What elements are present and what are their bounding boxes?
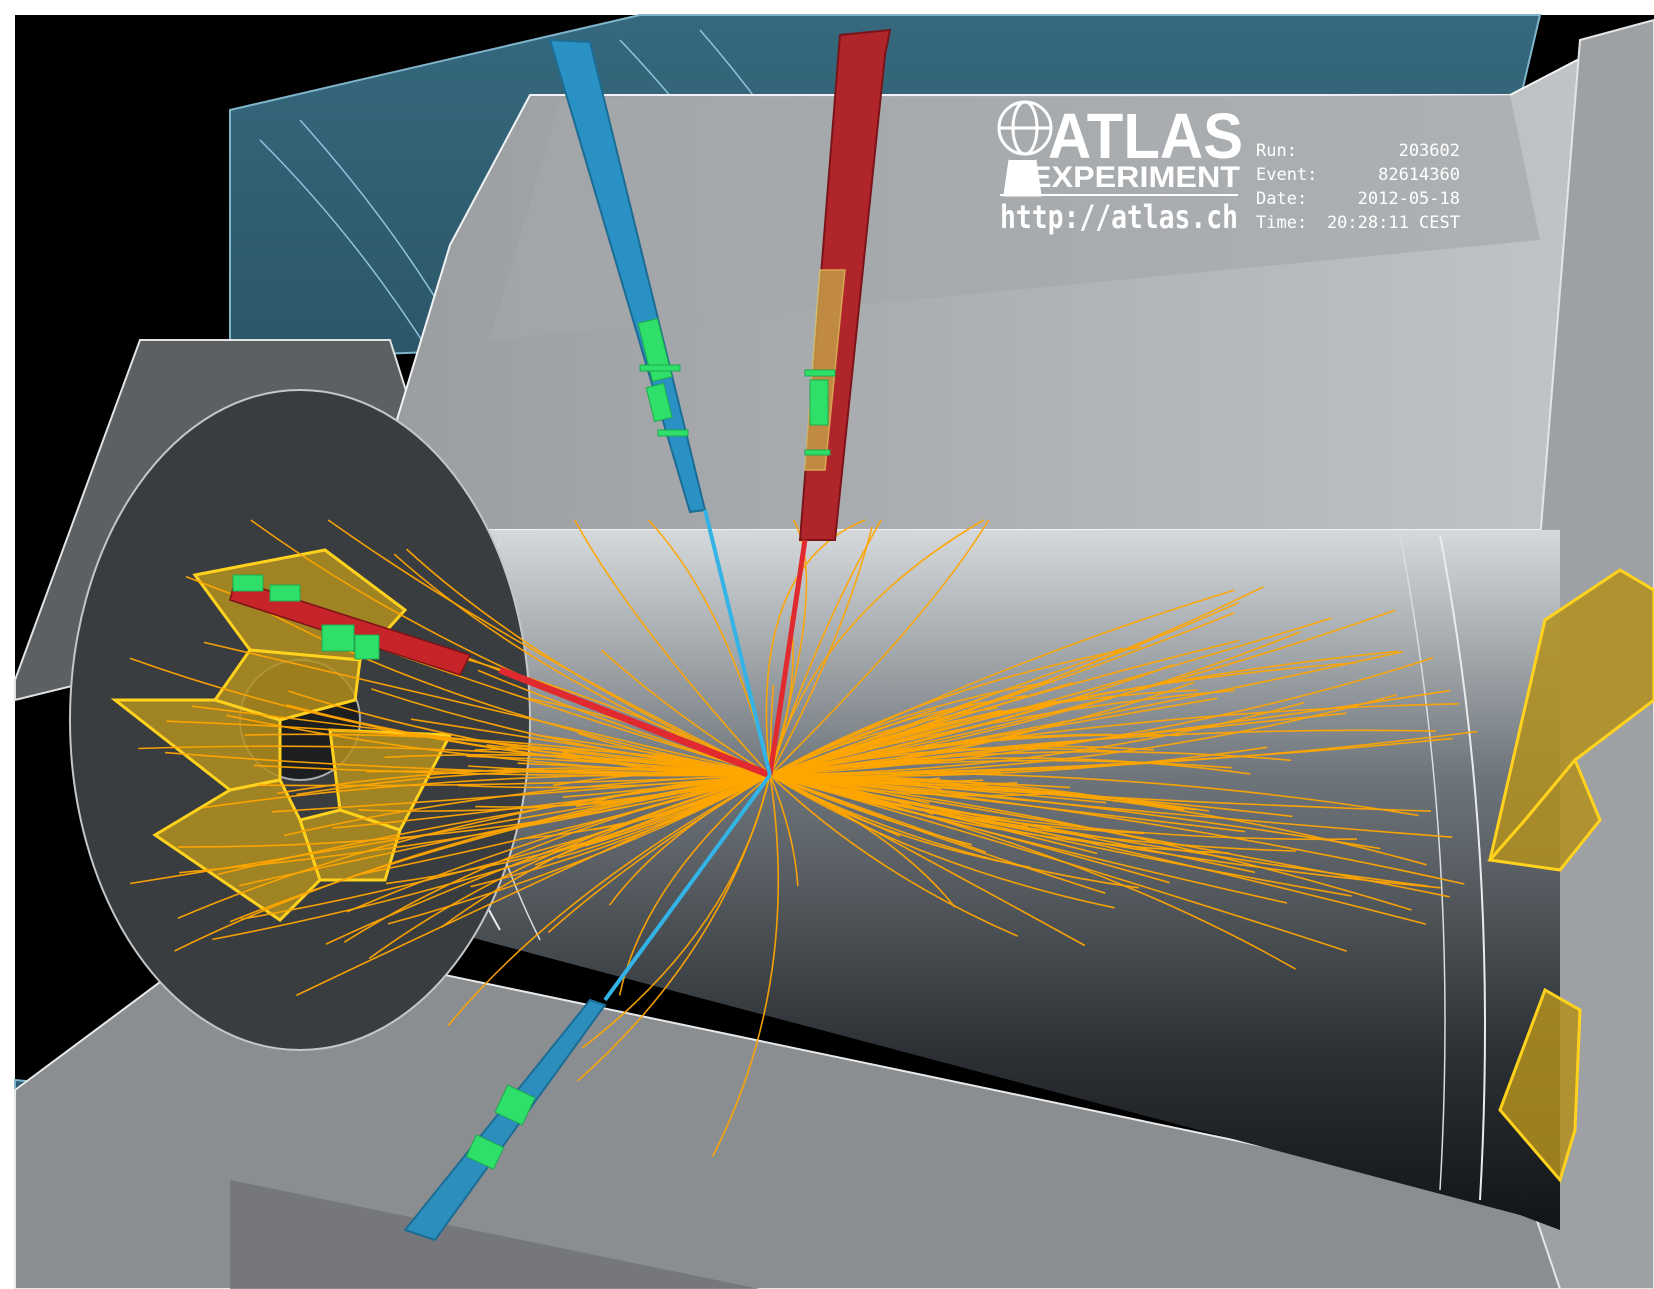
track	[769, 586, 1264, 776]
logo-subtitle: EXPERIMENT	[1030, 161, 1240, 194]
track	[577, 774, 771, 1082]
run-label: Run:	[1256, 141, 1297, 161]
track	[327, 519, 771, 776]
atlas-globe-icon	[997, 100, 1053, 197]
track	[295, 774, 771, 997]
track	[574, 519, 771, 776]
track	[447, 774, 771, 1027]
track	[769, 650, 1399, 776]
track	[283, 774, 771, 837]
track	[179, 774, 771, 874]
track	[217, 774, 771, 876]
track	[769, 720, 1065, 776]
atlas-logo: ATLAS EXPERIMENT http://atlas.ch	[997, 100, 1243, 236]
track	[769, 519, 985, 776]
track	[174, 774, 771, 952]
track	[138, 745, 771, 776]
track	[769, 774, 1412, 911]
track	[769, 774, 799, 887]
detector-hits	[232, 317, 836, 1170]
track	[711, 774, 780, 1157]
track	[769, 657, 1434, 776]
charged-tracks	[129, 519, 1478, 1157]
track	[346, 774, 771, 913]
track	[769, 774, 1086, 947]
track	[240, 774, 771, 921]
track	[769, 774, 1357, 841]
run-value: 203602	[1399, 141, 1460, 161]
track	[468, 765, 771, 776]
track	[769, 774, 1288, 904]
track	[203, 641, 771, 776]
track	[769, 774, 1196, 811]
logo-url: http://atlas.ch	[1000, 198, 1238, 236]
track	[600, 649, 771, 776]
track	[538, 734, 771, 776]
date-label: Date:	[1256, 189, 1307, 209]
time-value: 20:28:11 CEST	[1327, 213, 1460, 233]
date-value: 2012-05-18	[1358, 189, 1460, 209]
track	[769, 774, 1052, 829]
track	[769, 527, 873, 776]
track	[769, 774, 901, 837]
track	[769, 774, 1115, 909]
track	[239, 774, 771, 887]
track	[769, 699, 1070, 776]
track	[769, 701, 1305, 776]
track	[166, 720, 771, 776]
track	[769, 519, 990, 776]
track	[769, 729, 1437, 776]
track	[769, 746, 1268, 778]
event-info: Run: 203602 Event: 82614360 Date: 2012-0…	[1256, 141, 1460, 233]
event-value: 82614360	[1378, 165, 1460, 185]
event-label: Event:	[1256, 165, 1317, 185]
right-endcap-calorimeter	[1487, 568, 1654, 1184]
track	[769, 681, 1195, 776]
track	[769, 774, 987, 853]
track	[765, 519, 866, 776]
track	[769, 774, 1296, 970]
track	[769, 774, 1060, 797]
track	[769, 774, 1018, 937]
logo-title: ATLAS	[1048, 100, 1243, 172]
track	[769, 650, 1404, 776]
track	[769, 774, 1106, 894]
track	[547, 774, 771, 933]
track	[769, 689, 1198, 776]
track	[769, 774, 1453, 838]
track	[769, 706, 998, 776]
track	[277, 767, 771, 795]
track	[354, 774, 771, 877]
time-label: Time:	[1256, 213, 1307, 233]
track	[466, 755, 771, 776]
